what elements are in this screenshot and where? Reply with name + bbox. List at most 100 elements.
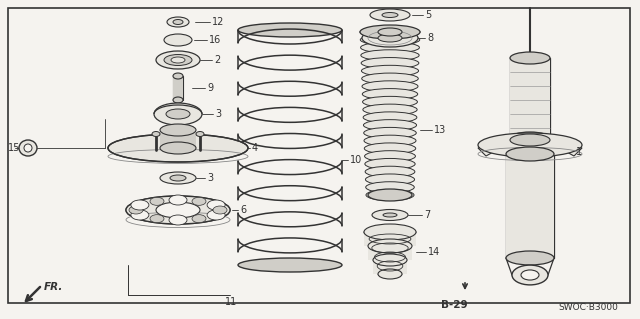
Bar: [510, 58, 550, 138]
Ellipse shape: [361, 57, 419, 69]
Text: 9: 9: [207, 83, 213, 93]
Ellipse shape: [207, 200, 225, 210]
Bar: [364, 232, 416, 246]
Text: 15: 15: [8, 143, 20, 153]
Bar: [368, 246, 412, 260]
Ellipse shape: [126, 196, 230, 224]
Ellipse shape: [171, 57, 185, 63]
Ellipse shape: [207, 210, 225, 220]
Ellipse shape: [364, 127, 416, 138]
Ellipse shape: [521, 270, 539, 280]
Ellipse shape: [364, 135, 416, 146]
Ellipse shape: [360, 25, 420, 39]
Ellipse shape: [154, 103, 202, 125]
Text: 6: 6: [240, 205, 246, 215]
Ellipse shape: [131, 210, 149, 220]
Ellipse shape: [160, 124, 196, 136]
Ellipse shape: [478, 133, 582, 157]
Ellipse shape: [382, 12, 398, 18]
Ellipse shape: [368, 239, 412, 253]
Ellipse shape: [362, 89, 418, 100]
Ellipse shape: [364, 224, 416, 240]
Ellipse shape: [19, 140, 37, 156]
Bar: [373, 260, 407, 274]
Ellipse shape: [370, 9, 410, 21]
Ellipse shape: [170, 175, 186, 181]
Bar: [506, 154, 554, 258]
Polygon shape: [478, 135, 515, 156]
Ellipse shape: [160, 142, 196, 154]
Ellipse shape: [378, 34, 402, 42]
Text: 7: 7: [424, 210, 430, 220]
Text: SWOC·B3000: SWOC·B3000: [558, 303, 618, 313]
Text: 8: 8: [427, 33, 433, 43]
Ellipse shape: [366, 189, 414, 201]
Ellipse shape: [129, 206, 143, 214]
Ellipse shape: [126, 196, 230, 224]
Ellipse shape: [373, 254, 407, 266]
Polygon shape: [545, 135, 582, 156]
Ellipse shape: [372, 210, 408, 220]
Ellipse shape: [24, 144, 32, 152]
Ellipse shape: [360, 34, 420, 45]
Text: 4: 4: [252, 143, 258, 153]
Ellipse shape: [506, 147, 554, 161]
Ellipse shape: [108, 134, 248, 162]
Ellipse shape: [156, 51, 200, 69]
Ellipse shape: [362, 81, 418, 92]
Ellipse shape: [213, 206, 227, 214]
Ellipse shape: [164, 34, 192, 46]
Text: 3: 3: [215, 109, 221, 119]
Bar: [173, 76, 183, 100]
Ellipse shape: [365, 166, 415, 177]
Ellipse shape: [378, 269, 402, 279]
Text: 2: 2: [214, 55, 220, 65]
Ellipse shape: [150, 197, 164, 205]
Ellipse shape: [173, 19, 183, 25]
Text: 5: 5: [425, 10, 431, 20]
Ellipse shape: [510, 134, 550, 146]
Ellipse shape: [152, 131, 160, 137]
Ellipse shape: [506, 251, 554, 265]
Text: 11: 11: [225, 297, 237, 307]
Ellipse shape: [365, 159, 415, 169]
Ellipse shape: [364, 120, 417, 131]
Ellipse shape: [156, 202, 200, 218]
Ellipse shape: [238, 23, 342, 37]
Text: 13: 13: [434, 125, 446, 135]
FancyBboxPatch shape: [8, 8, 630, 303]
Ellipse shape: [363, 112, 417, 123]
Text: 14: 14: [428, 247, 440, 257]
Ellipse shape: [173, 97, 183, 103]
Text: FR.: FR.: [44, 282, 63, 292]
Ellipse shape: [167, 17, 189, 27]
Ellipse shape: [196, 131, 204, 137]
Ellipse shape: [360, 42, 419, 53]
Text: 16: 16: [209, 35, 221, 45]
Ellipse shape: [365, 151, 415, 162]
Ellipse shape: [510, 132, 550, 144]
Ellipse shape: [365, 182, 414, 193]
Ellipse shape: [169, 215, 187, 225]
Ellipse shape: [362, 65, 419, 76]
Ellipse shape: [166, 109, 190, 119]
Ellipse shape: [131, 200, 149, 210]
Ellipse shape: [361, 50, 419, 61]
Text: 10: 10: [350, 155, 362, 165]
Ellipse shape: [360, 26, 420, 38]
Ellipse shape: [512, 265, 548, 285]
Text: 3: 3: [207, 173, 213, 183]
Text: B-29: B-29: [441, 300, 467, 310]
Text: 12: 12: [212, 17, 225, 27]
Ellipse shape: [363, 104, 417, 115]
Ellipse shape: [192, 215, 206, 223]
Ellipse shape: [362, 73, 419, 84]
Ellipse shape: [510, 52, 550, 64]
Text: 1: 1: [576, 147, 582, 157]
Ellipse shape: [164, 55, 192, 65]
Ellipse shape: [383, 213, 397, 217]
Ellipse shape: [160, 172, 196, 184]
Ellipse shape: [192, 197, 206, 205]
Ellipse shape: [362, 29, 418, 47]
Ellipse shape: [238, 258, 342, 272]
